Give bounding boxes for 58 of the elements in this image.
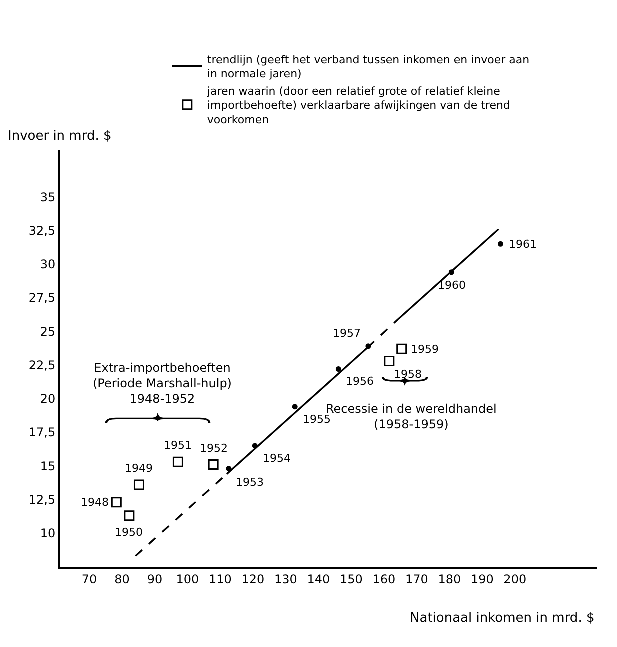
y-tick-label: 35 [40, 190, 56, 204]
annotation: 1961 [509, 238, 537, 251]
x-tick-label: 130 [274, 572, 298, 586]
y-tick-label: 25 [40, 324, 56, 339]
x-tick-label: 170 [405, 572, 428, 586]
point [336, 366, 342, 372]
x-tick-label: 180 [438, 572, 462, 586]
annotation: 1949 [125, 462, 153, 475]
point [134, 480, 144, 490]
x-tick-label: 110 [208, 572, 232, 586]
point [366, 344, 372, 350]
x-tick-label: 150 [340, 572, 363, 586]
point [252, 443, 258, 449]
y-tick-label: 27,5 [28, 291, 56, 306]
annotation: 1953 [236, 476, 264, 489]
annotation: 1959 [411, 343, 439, 356]
legend-label: trendlijn (geeft het verband tussen inkomen en invoer aan in normale jaren) [207, 53, 530, 81]
point [396, 344, 408, 354]
annotation: 1948 [81, 496, 109, 509]
annotation: 1954 [263, 452, 291, 465]
x-tick-label: 70 [82, 572, 98, 586]
point [111, 497, 122, 508]
annotation: 1955 [303, 413, 331, 426]
x-axis-title: Nationaal inkomen in mrd. $ [410, 611, 595, 626]
point [498, 241, 504, 247]
y-tick-label: 15 [40, 459, 56, 474]
y-tick-label: 30 [40, 258, 56, 272]
x-tick-label: 200 [504, 572, 527, 586]
point [448, 270, 454, 276]
x-tick-label: 190 [470, 572, 494, 586]
point [384, 356, 395, 366]
annotation: 1950 [115, 526, 143, 539]
legend-label: jaren waarin (door een relatief grote of relatief kleine importbehoefte) verklaarbare afwijkingen van de trend voorkomen [206, 84, 510, 126]
y-axis-title: Invoer in mrd. $ [8, 129, 112, 144]
x-tick-label: 80 [114, 572, 130, 586]
annotation: 1957 [333, 327, 361, 340]
point [172, 456, 184, 468]
x-tick-label: 160 [372, 572, 396, 586]
point [208, 460, 219, 470]
x-tick-label: 100 [176, 572, 200, 586]
y-tick-label: 10 [40, 526, 56, 541]
x-tick-label: 140 [307, 572, 330, 586]
y-tick-label: 32,5 [28, 224, 56, 238]
y-tick-label: 22,5 [28, 358, 56, 372]
annotation: Extra-importbehoeften (Periode Marshall-hulp) 1948-1952 [93, 361, 232, 406]
x-tick-label: 120 [242, 572, 265, 586]
y-tick-label: 12,5 [28, 492, 56, 507]
y-tick-label: 20 [40, 392, 56, 406]
annotation: 1958 [394, 368, 422, 381]
annotation: 1960 [438, 279, 466, 292]
annotation: 1956 [346, 375, 374, 388]
point [292, 404, 298, 410]
annotation: 1952 [200, 442, 228, 455]
point [226, 466, 232, 472]
y-tick-label: 17,5 [28, 426, 56, 440]
annotation: 1951 [164, 439, 192, 452]
point [124, 510, 135, 522]
x-tick-label: 90 [147, 572, 163, 586]
